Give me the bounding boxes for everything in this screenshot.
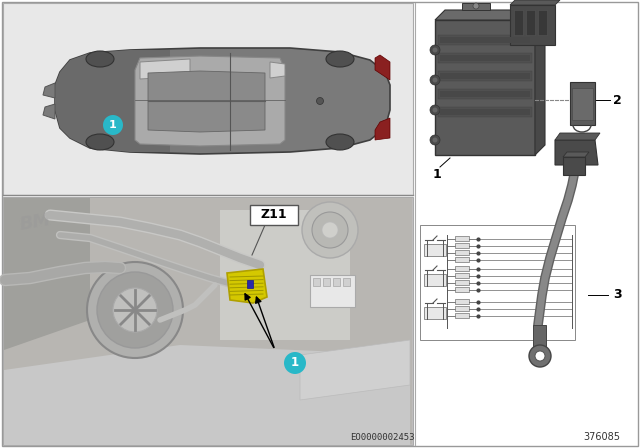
Polygon shape [563,152,589,157]
Bar [455,237,469,241]
Bar [438,35,532,45]
Polygon shape [270,62,285,78]
Bar [424,307,446,319]
Bar [313,278,320,286]
Ellipse shape [326,134,354,150]
Circle shape [317,98,323,104]
Bar [424,274,446,286]
Circle shape [284,352,306,374]
Polygon shape [148,71,265,132]
Bar [440,37,530,43]
Bar [526,10,535,35]
Polygon shape [4,198,90,350]
Bar [538,10,547,35]
Bar [333,278,340,286]
Circle shape [430,105,440,115]
Polygon shape [55,48,390,154]
Polygon shape [435,10,545,20]
Circle shape [433,108,438,112]
Circle shape [430,75,440,85]
Ellipse shape [86,134,114,150]
Bar [455,288,469,293]
Bar [438,71,532,81]
Text: 1: 1 [291,357,299,370]
Bar [4,198,412,444]
Bar [438,53,532,63]
Ellipse shape [86,51,114,67]
Circle shape [113,288,157,332]
Bar [455,306,469,311]
Polygon shape [55,50,170,152]
Bar [455,267,469,271]
Bar [440,91,530,97]
Circle shape [312,212,348,248]
Text: 1: 1 [109,120,117,130]
Bar [533,325,546,347]
Circle shape [97,272,173,348]
Bar [455,300,469,305]
Circle shape [302,202,358,258]
Polygon shape [462,3,490,10]
Circle shape [87,262,183,358]
Bar [250,205,298,225]
Bar [440,109,530,115]
Text: EO0000002453: EO0000002453 [350,433,415,442]
Circle shape [430,135,440,145]
Polygon shape [435,20,535,155]
Polygon shape [572,88,593,120]
Circle shape [433,78,438,82]
Text: BM: BM [18,211,52,234]
Bar [323,278,330,286]
Bar [220,210,350,340]
Circle shape [535,351,545,361]
Bar [3,3,413,195]
Circle shape [103,115,123,135]
Bar [424,244,446,256]
Polygon shape [555,133,600,140]
Polygon shape [135,56,285,146]
Circle shape [433,138,438,142]
Bar [247,280,253,288]
Bar [438,89,532,99]
Polygon shape [43,83,55,98]
Bar [455,244,469,249]
Polygon shape [375,55,390,80]
Polygon shape [570,82,595,125]
Circle shape [433,47,438,52]
Bar [438,107,532,117]
Bar [310,275,355,307]
Bar [455,280,469,285]
Bar [440,73,530,79]
Polygon shape [227,269,267,303]
Bar [455,250,469,255]
Polygon shape [300,340,410,400]
Polygon shape [510,0,560,5]
Polygon shape [535,10,545,155]
Polygon shape [555,140,598,165]
Bar [343,278,350,286]
Text: 3: 3 [613,289,621,302]
Bar [455,273,469,279]
Circle shape [473,3,479,9]
Text: 2: 2 [613,94,621,107]
Polygon shape [510,5,555,45]
Text: 376085: 376085 [583,432,620,442]
Polygon shape [375,118,390,140]
Bar [455,314,469,319]
Circle shape [322,222,338,238]
Text: Z11: Z11 [260,208,287,221]
Bar [420,225,575,340]
Bar [455,258,469,263]
Polygon shape [43,104,55,119]
Text: 1: 1 [433,168,442,181]
Bar [440,55,530,61]
Polygon shape [140,59,190,79]
Bar [563,157,585,175]
Circle shape [430,45,440,55]
Polygon shape [4,345,410,445]
Ellipse shape [326,51,354,67]
Bar [3,197,413,445]
Bar [514,10,523,35]
Circle shape [529,345,551,367]
